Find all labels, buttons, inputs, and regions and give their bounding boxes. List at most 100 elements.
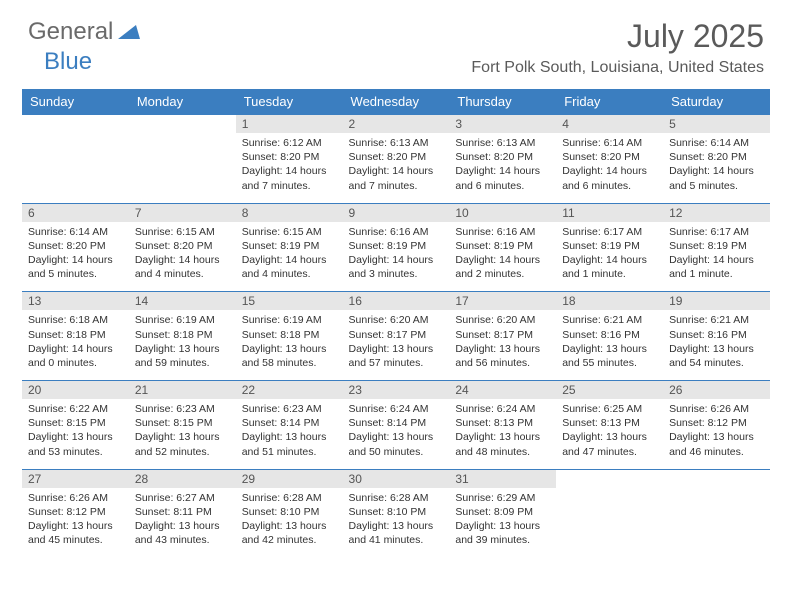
week-row: 27Sunrise: 6:26 AMSunset: 8:12 PMDayligh… xyxy=(22,469,770,557)
day-number: 3 xyxy=(449,115,556,133)
week-row: 20Sunrise: 6:22 AMSunset: 8:15 PMDayligh… xyxy=(22,381,770,470)
day-number: 25 xyxy=(556,381,663,399)
day-number: 2 xyxy=(343,115,450,133)
day-cell: 10Sunrise: 6:16 AMSunset: 8:19 PMDayligh… xyxy=(449,203,556,292)
day-cell: 14Sunrise: 6:19 AMSunset: 8:18 PMDayligh… xyxy=(129,292,236,381)
day-cell: 21Sunrise: 6:23 AMSunset: 8:15 PMDayligh… xyxy=(129,381,236,470)
brand-logo: General xyxy=(28,18,142,46)
day-number: 22 xyxy=(236,381,343,399)
day-cell: 6Sunrise: 6:14 AMSunset: 8:20 PMDaylight… xyxy=(22,203,129,292)
day-details: Sunrise: 6:23 AMSunset: 8:15 PMDaylight:… xyxy=(129,399,236,469)
day-details: Sunrise: 6:21 AMSunset: 8:16 PMDaylight:… xyxy=(663,310,770,380)
day-number: 12 xyxy=(663,204,770,222)
month-title: July 2025 xyxy=(471,18,764,55)
day-cell: 28Sunrise: 6:27 AMSunset: 8:11 PMDayligh… xyxy=(129,469,236,557)
day-cell: 15Sunrise: 6:19 AMSunset: 8:18 PMDayligh… xyxy=(236,292,343,381)
page-header: General July 2025 Fort Polk South, Louis… xyxy=(0,0,792,81)
day-cell: 22Sunrise: 6:23 AMSunset: 8:14 PMDayligh… xyxy=(236,381,343,470)
calendar-body: 1Sunrise: 6:12 AMSunset: 8:20 PMDaylight… xyxy=(22,115,770,558)
day-cell: 12Sunrise: 6:17 AMSunset: 8:19 PMDayligh… xyxy=(663,203,770,292)
day-number: 6 xyxy=(22,204,129,222)
day-cell: 5Sunrise: 6:14 AMSunset: 8:20 PMDaylight… xyxy=(663,115,770,204)
day-number: 13 xyxy=(22,292,129,310)
title-block: July 2025 Fort Polk South, Louisiana, Un… xyxy=(471,18,764,77)
col-wednesday: Wednesday xyxy=(343,89,450,115)
day-details: Sunrise: 6:19 AMSunset: 8:18 PMDaylight:… xyxy=(236,310,343,380)
day-number: 16 xyxy=(343,292,450,310)
day-details: Sunrise: 6:26 AMSunset: 8:12 PMDaylight:… xyxy=(22,488,129,558)
day-details: Sunrise: 6:28 AMSunset: 8:10 PMDaylight:… xyxy=(343,488,450,558)
day-details: Sunrise: 6:14 AMSunset: 8:20 PMDaylight:… xyxy=(556,133,663,203)
day-details: Sunrise: 6:15 AMSunset: 8:20 PMDaylight:… xyxy=(129,222,236,292)
day-cell: 11Sunrise: 6:17 AMSunset: 8:19 PMDayligh… xyxy=(556,203,663,292)
day-cell xyxy=(556,469,663,557)
brand-part2: Blue xyxy=(44,48,92,75)
day-cell: 7Sunrise: 6:15 AMSunset: 8:20 PMDaylight… xyxy=(129,203,236,292)
day-number: 10 xyxy=(449,204,556,222)
day-details: Sunrise: 6:27 AMSunset: 8:11 PMDaylight:… xyxy=(129,488,236,558)
day-cell: 27Sunrise: 6:26 AMSunset: 8:12 PMDayligh… xyxy=(22,469,129,557)
day-details: Sunrise: 6:13 AMSunset: 8:20 PMDaylight:… xyxy=(449,133,556,203)
day-details: Sunrise: 6:24 AMSunset: 8:14 PMDaylight:… xyxy=(343,399,450,469)
day-cell xyxy=(22,115,129,204)
day-number: 27 xyxy=(22,470,129,488)
day-details: Sunrise: 6:16 AMSunset: 8:19 PMDaylight:… xyxy=(449,222,556,292)
day-cell: 29Sunrise: 6:28 AMSunset: 8:10 PMDayligh… xyxy=(236,469,343,557)
day-number: 29 xyxy=(236,470,343,488)
day-number: 11 xyxy=(556,204,663,222)
brand-triangle-icon xyxy=(118,21,140,44)
day-details: Sunrise: 6:17 AMSunset: 8:19 PMDaylight:… xyxy=(556,222,663,292)
location-text: Fort Polk South, Louisiana, United State… xyxy=(471,59,764,77)
day-number: 9 xyxy=(343,204,450,222)
day-number: 5 xyxy=(663,115,770,133)
day-number: 15 xyxy=(236,292,343,310)
day-cell: 26Sunrise: 6:26 AMSunset: 8:12 PMDayligh… xyxy=(663,381,770,470)
brand-part1: General xyxy=(28,18,113,46)
col-thursday: Thursday xyxy=(449,89,556,115)
day-cell: 31Sunrise: 6:29 AMSunset: 8:09 PMDayligh… xyxy=(449,469,556,557)
day-details: Sunrise: 6:22 AMSunset: 8:15 PMDaylight:… xyxy=(22,399,129,469)
col-saturday: Saturday xyxy=(663,89,770,115)
day-cell: 24Sunrise: 6:24 AMSunset: 8:13 PMDayligh… xyxy=(449,381,556,470)
day-cell: 25Sunrise: 6:25 AMSunset: 8:13 PMDayligh… xyxy=(556,381,663,470)
brand-part2-wrap: Blue xyxy=(44,48,92,76)
day-cell: 13Sunrise: 6:18 AMSunset: 8:18 PMDayligh… xyxy=(22,292,129,381)
day-cell: 3Sunrise: 6:13 AMSunset: 8:20 PMDaylight… xyxy=(449,115,556,204)
day-details: Sunrise: 6:19 AMSunset: 8:18 PMDaylight:… xyxy=(129,310,236,380)
calendar-table: Sunday Monday Tuesday Wednesday Thursday… xyxy=(22,89,770,557)
day-details: Sunrise: 6:20 AMSunset: 8:17 PMDaylight:… xyxy=(343,310,450,380)
day-details: Sunrise: 6:28 AMSunset: 8:10 PMDaylight:… xyxy=(236,488,343,558)
day-number: 8 xyxy=(236,204,343,222)
day-cell: 9Sunrise: 6:16 AMSunset: 8:19 PMDaylight… xyxy=(343,203,450,292)
day-details: Sunrise: 6:18 AMSunset: 8:18 PMDaylight:… xyxy=(22,310,129,380)
day-details: Sunrise: 6:29 AMSunset: 8:09 PMDaylight:… xyxy=(449,488,556,558)
day-cell: 8Sunrise: 6:15 AMSunset: 8:19 PMDaylight… xyxy=(236,203,343,292)
day-cell: 30Sunrise: 6:28 AMSunset: 8:10 PMDayligh… xyxy=(343,469,450,557)
day-details: Sunrise: 6:12 AMSunset: 8:20 PMDaylight:… xyxy=(236,133,343,203)
day-details: Sunrise: 6:13 AMSunset: 8:20 PMDaylight:… xyxy=(343,133,450,203)
day-details: Sunrise: 6:23 AMSunset: 8:14 PMDaylight:… xyxy=(236,399,343,469)
day-number: 28 xyxy=(129,470,236,488)
day-cell xyxy=(663,469,770,557)
day-number: 4 xyxy=(556,115,663,133)
week-row: 6Sunrise: 6:14 AMSunset: 8:20 PMDaylight… xyxy=(22,203,770,292)
day-number: 19 xyxy=(663,292,770,310)
day-cell: 2Sunrise: 6:13 AMSunset: 8:20 PMDaylight… xyxy=(343,115,450,204)
col-monday: Monday xyxy=(129,89,236,115)
day-cell: 17Sunrise: 6:20 AMSunset: 8:17 PMDayligh… xyxy=(449,292,556,381)
week-row: 13Sunrise: 6:18 AMSunset: 8:18 PMDayligh… xyxy=(22,292,770,381)
day-number: 14 xyxy=(129,292,236,310)
col-tuesday: Tuesday xyxy=(236,89,343,115)
day-number: 21 xyxy=(129,381,236,399)
day-cell xyxy=(129,115,236,204)
day-number: 26 xyxy=(663,381,770,399)
day-details: Sunrise: 6:16 AMSunset: 8:19 PMDaylight:… xyxy=(343,222,450,292)
day-details: Sunrise: 6:17 AMSunset: 8:19 PMDaylight:… xyxy=(663,222,770,292)
day-cell: 16Sunrise: 6:20 AMSunset: 8:17 PMDayligh… xyxy=(343,292,450,381)
day-details: Sunrise: 6:26 AMSunset: 8:12 PMDaylight:… xyxy=(663,399,770,469)
day-number: 17 xyxy=(449,292,556,310)
day-cell: 1Sunrise: 6:12 AMSunset: 8:20 PMDaylight… xyxy=(236,115,343,204)
day-number: 18 xyxy=(556,292,663,310)
day-header-row: Sunday Monday Tuesday Wednesday Thursday… xyxy=(22,89,770,115)
col-sunday: Sunday xyxy=(22,89,129,115)
